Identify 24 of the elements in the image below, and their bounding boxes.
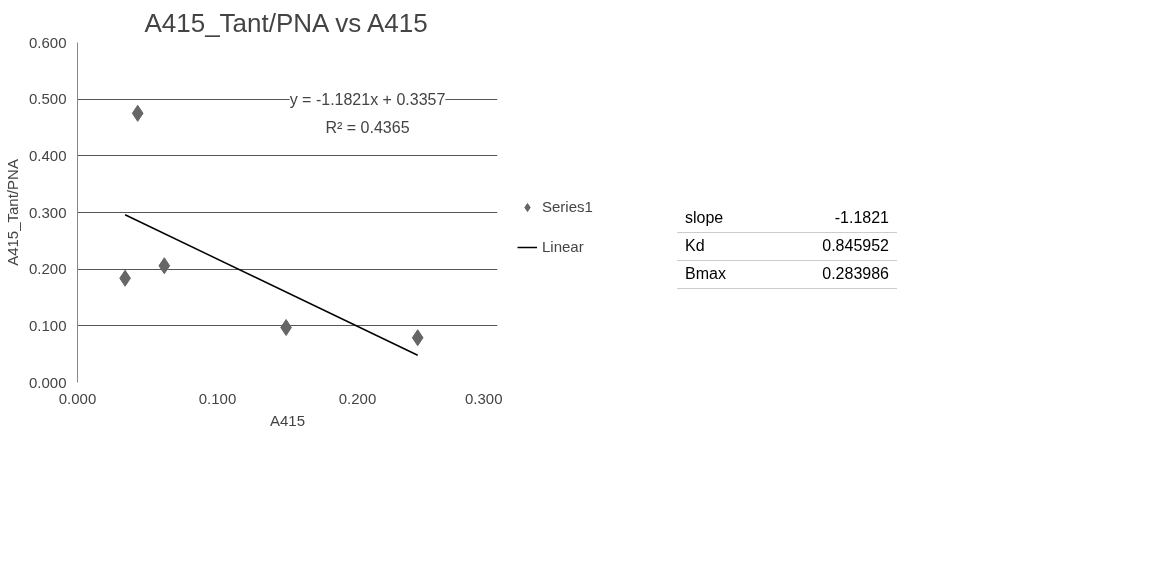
y-tick-label: 0.100 — [28, 316, 67, 334]
chart-title: A415_Tant/PNA vs A415 — [144, 7, 428, 38]
legend-label: Linear — [542, 238, 584, 255]
text: slope — [677, 205, 787, 233]
annotation: R² = 0.4365 — [325, 118, 410, 136]
y-tick-label: 0.600 — [28, 33, 67, 51]
x-tick-label: 0.200 — [338, 389, 377, 407]
annotation: y = -1.1821x + 0.3357 — [289, 90, 446, 108]
y-tick-label: 0.200 — [28, 260, 67, 278]
x-tick-label: 0.000 — [58, 389, 97, 407]
y-tick-label: 0.500 — [28, 90, 67, 108]
y-tick-label: 0.000 — [28, 373, 67, 391]
legend-label: Series1 — [542, 198, 593, 215]
text: Kd — [677, 232, 787, 261]
x-tick-label: 0.300 — [464, 389, 503, 407]
x-tick-label: 0.100 — [198, 389, 237, 407]
text: 0.283986 — [787, 260, 897, 289]
x-axis-title: A415 — [269, 411, 306, 429]
y-axis-title: A415_Tant/PNA — [3, 159, 21, 266]
y-tick-label: 0.300 — [28, 203, 67, 221]
text: 0.845952 — [787, 232, 897, 261]
y-tick-label: 0.400 — [28, 146, 67, 164]
text: -1.1821 — [787, 205, 897, 233]
text: Bmax — [677, 260, 787, 289]
